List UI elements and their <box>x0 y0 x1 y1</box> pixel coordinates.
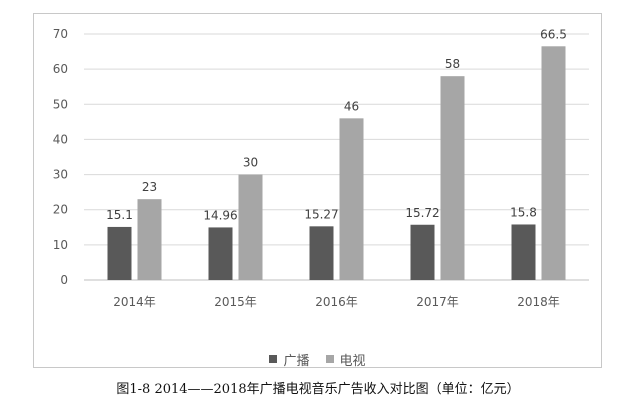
y-tick-label: 40 <box>53 132 68 146</box>
bar-dianshi <box>137 199 162 280</box>
data-label-guangbo: 15.1 <box>106 208 133 222</box>
x-tick-label: 2015年 <box>214 295 257 309</box>
y-axis: 0 10 20 30 40 50 60 70 <box>53 27 68 287</box>
y-tick-label: 0 <box>60 273 68 287</box>
bar-dianshi <box>238 174 263 280</box>
legend-label-guangbo: 广播 <box>283 353 310 369</box>
x-tick-label: 2017年 <box>416 295 459 309</box>
legend-label-dianshi: 电视 <box>339 353 366 369</box>
data-label-dianshi: 46 <box>344 99 359 113</box>
legend-swatch-guangbo <box>269 355 278 363</box>
bar-guangbo <box>309 226 334 280</box>
legend-item-dianshi: 电视 <box>325 350 366 369</box>
data-label-dianshi: 58 <box>445 57 460 71</box>
x-tick-label: 2016年 <box>315 295 358 309</box>
data-labels: 15.1 23 14.96 30 15.27 46 15.72 58 15.8 66.5 <box>106 27 567 222</box>
bar-dianshi <box>339 118 364 280</box>
y-tick-label: 20 <box>53 203 68 217</box>
legend-item-guangbo: 广播 <box>269 350 310 369</box>
figure-caption: 图1-8 2014——2018年广播电视音乐广告收入对比图（单位：亿元） <box>116 382 520 397</box>
bar-chart: 0 10 20 30 40 50 60 70 2014年 2015年 2016年 2017年 2018… <box>53 27 589 309</box>
bar-guangbo <box>410 224 435 280</box>
x-tick-label: 2014年 <box>113 295 156 309</box>
legend-swatch-dianshi <box>325 355 334 363</box>
bar-dianshi <box>440 76 465 280</box>
bar-dianshi <box>541 46 566 280</box>
chart-frame: 0 10 20 30 40 50 60 70 2014年 2015年 2016年 2017年 2018… <box>33 13 602 369</box>
data-label-guangbo: 15.72 <box>405 206 439 220</box>
data-label-dianshi: 23 <box>142 180 157 194</box>
bars <box>107 46 566 280</box>
y-tick-label: 50 <box>53 97 68 111</box>
y-tick-label: 70 <box>53 27 68 41</box>
legend: 广播 电视 <box>34 350 601 369</box>
data-label-guangbo: 15.8 <box>510 205 537 219</box>
y-tick-label: 30 <box>53 168 68 182</box>
data-label-guangbo: 14.96 <box>203 208 237 222</box>
bar-guangbo <box>511 224 536 280</box>
x-tick-label: 2018年 <box>517 295 560 309</box>
data-label-dianshi: 30 <box>243 156 258 170</box>
y-tick-label: 60 <box>53 62 68 76</box>
x-axis: 2014年 2015年 2016年 2017年 2018年 <box>113 295 560 309</box>
bar-guangbo <box>208 227 233 280</box>
bar-guangbo <box>107 226 132 280</box>
data-label-dianshi: 66.5 <box>540 27 567 41</box>
y-tick-label: 10 <box>53 238 68 252</box>
gridlines <box>84 33 589 281</box>
data-label-guangbo: 15.27 <box>304 207 338 221</box>
